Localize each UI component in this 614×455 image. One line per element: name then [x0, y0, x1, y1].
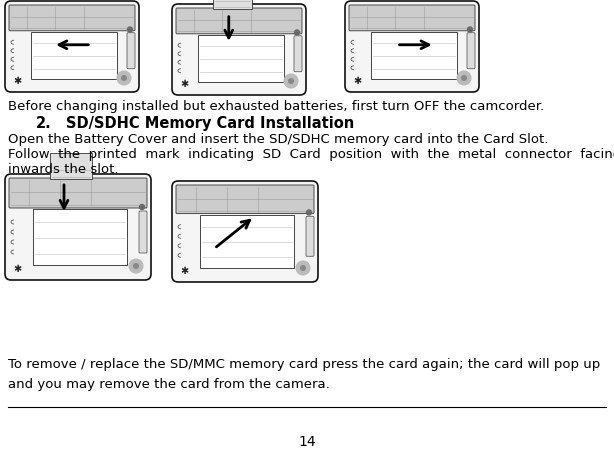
Circle shape [128, 28, 133, 33]
FancyBboxPatch shape [345, 2, 479, 93]
Text: ✱: ✱ [13, 263, 21, 273]
Circle shape [300, 265, 306, 271]
FancyBboxPatch shape [172, 5, 306, 96]
Text: Open the Battery Cover and insert the SD/SDHC memory card into the Card Slot.: Open the Battery Cover and insert the SD… [8, 133, 548, 146]
FancyBboxPatch shape [349, 6, 475, 32]
Circle shape [139, 205, 144, 210]
Bar [200, 215, 294, 268]
Bar [214, 0, 252, 10]
Text: ✱: ✱ [180, 265, 188, 275]
Text: and you may remove the card from the camera.: and you may remove the card from the cam… [8, 377, 330, 390]
FancyBboxPatch shape [127, 34, 135, 70]
FancyBboxPatch shape [176, 186, 314, 214]
Circle shape [288, 79, 294, 85]
Bar [198, 36, 284, 83]
Text: Follow  the  printed  mark  indicating  SD  Card  position  with  the  metal  co: Follow the printed mark indicating SD Ca… [8, 148, 614, 161]
FancyBboxPatch shape [306, 217, 314, 257]
FancyBboxPatch shape [172, 182, 318, 283]
FancyBboxPatch shape [139, 212, 147, 253]
Circle shape [457, 72, 471, 86]
Circle shape [296, 262, 310, 275]
Circle shape [467, 28, 473, 33]
Text: ✱: ✱ [13, 76, 21, 86]
Text: SD/SDHC Memory Card Installation: SD/SDHC Memory Card Installation [66, 116, 354, 131]
Circle shape [461, 76, 467, 82]
FancyBboxPatch shape [294, 37, 302, 73]
FancyBboxPatch shape [5, 175, 151, 280]
Circle shape [295, 31, 300, 36]
Bar [33, 210, 127, 265]
FancyBboxPatch shape [9, 179, 147, 208]
Circle shape [121, 76, 127, 82]
Text: 2.: 2. [36, 116, 52, 131]
Circle shape [117, 72, 131, 86]
Bar [371, 33, 457, 80]
Bar [31, 33, 117, 80]
Text: ✱: ✱ [180, 79, 188, 89]
Text: ✱: ✱ [353, 76, 361, 86]
Circle shape [306, 211, 311, 216]
FancyBboxPatch shape [5, 2, 139, 93]
Text: inwards the slot.: inwards the slot. [8, 162, 119, 176]
Bar [50, 154, 92, 180]
Text: To remove / replace the SD/MMC memory card press the card again; the card will p: To remove / replace the SD/MMC memory ca… [8, 357, 600, 370]
FancyBboxPatch shape [176, 9, 302, 35]
FancyBboxPatch shape [9, 6, 135, 32]
Circle shape [129, 259, 143, 273]
Text: 14: 14 [298, 434, 316, 448]
Text: Before changing installed but exhausted batteries, first turn OFF the camcorder.: Before changing installed but exhausted … [8, 100, 544, 113]
Circle shape [133, 263, 139, 269]
Circle shape [284, 75, 298, 89]
FancyBboxPatch shape [467, 34, 475, 70]
